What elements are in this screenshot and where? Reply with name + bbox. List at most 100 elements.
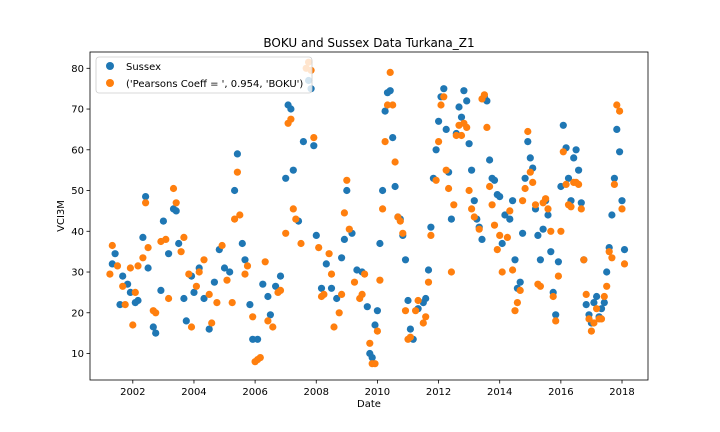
point-series-1-24 [195,268,203,276]
point-series-1-133 [536,282,545,290]
point-series-1-22 [187,323,196,331]
x-tick-label-6: 2014 [487,387,512,398]
point-series-0-22 [190,288,198,296]
point-series-1-115 [488,201,496,209]
point-series-1-63 [338,290,346,298]
point-series-0-101 [470,197,478,205]
point-series-0-66 [373,307,381,315]
point-series-0-147 [590,299,598,307]
point-series-1-114 [486,182,494,191]
point-series-1-102 [452,131,460,140]
point-series-0-78 [404,296,412,305]
point-series-0-36 [254,335,262,343]
point-series-0-83 [422,294,430,303]
point-series-0-39 [266,311,274,319]
point-series-1-34 [236,211,244,219]
point-series-1-127 [521,184,529,193]
point-series-1-18 [172,199,180,207]
point-series-0-133 [554,258,563,266]
point-series-1-112 [480,91,488,99]
point-series-1-58 [320,290,328,298]
point-series-1-64 [340,209,348,217]
point-series-0-19 [180,294,188,303]
point-series-0-25 [205,325,213,333]
point-series-1-75 [376,276,384,284]
point-series-1-83 [396,217,404,225]
point-series-1-160 [605,248,613,256]
point-series-1-74 [373,327,381,335]
point-series-1-20 [180,233,188,241]
point-series-0-73 [391,182,399,191]
plot-area-frame [89,51,649,381]
point-series-1-159 [603,282,611,290]
point-series-1-70 [361,270,369,278]
point-series-1-152 [585,315,593,323]
point-series-0-47 [299,138,307,146]
point-series-1-118 [496,231,504,239]
point-series-1-97 [440,93,448,101]
point-series-0-135 [559,121,567,129]
point-series-0-114 [506,215,514,223]
point-series-1-19 [177,248,185,256]
point-series-1-71 [366,339,374,347]
point-series-0-137 [564,174,573,182]
point-series-0-55 [333,294,341,303]
point-series-1-108 [468,205,476,213]
legend-label-sussex: Sussex [126,62,161,73]
point-series-0-112 [498,239,506,248]
y-tick-label-3: 40 [71,227,84,238]
y-axis-label: VCI3M [56,200,67,232]
point-series-1-153 [587,327,596,335]
y-tick-label-7: 80 [71,64,84,75]
point-series-0-33 [241,256,249,264]
point-series-1-23 [192,282,200,290]
point-series-1-120 [503,233,511,241]
point-series-0-91 [442,125,450,133]
point-series-0-7 [134,296,142,305]
point-series-1-141 [557,227,565,235]
x-tick-label-4: 2010 [365,387,390,398]
point-series-0-154 [608,211,616,219]
point-series-0-98 [463,97,471,105]
point-series-1-140 [554,272,563,280]
point-series-1-129 [526,168,534,176]
point-series-0-69 [381,107,389,115]
point-series-1-26 [205,290,213,298]
point-series-0-40 [272,282,280,290]
point-series-0-32 [238,239,246,248]
point-series-0-50 [310,142,318,150]
point-series-1-165 [618,205,626,213]
point-series-0-144 [582,301,590,309]
point-series-1-60 [327,270,336,278]
point-series-1-95 [435,138,443,146]
point-series-1-4 [121,301,129,309]
point-series-0-8 [139,233,147,241]
point-series-1-46 [282,229,290,237]
point-series-1-164 [616,107,624,115]
point-series-0-44 [287,105,295,113]
point-series-0-53 [322,260,330,268]
point-series-1-31 [228,299,236,307]
point-series-1-79 [386,68,394,76]
point-series-1-124 [513,299,522,307]
point-series-0-51 [312,231,320,239]
point-series-1-10 [142,199,150,207]
point-series-1-139 [552,317,560,325]
point-series-1-148 [575,180,583,188]
point-series-1-2 [113,262,122,270]
point-series-1-109 [470,213,478,221]
y-tick-label-4: 50 [71,186,84,197]
point-series-1-21 [185,270,193,278]
point-series-1-81 [391,158,399,166]
point-series-1-101 [450,201,458,209]
point-series-1-15 [162,235,170,243]
point-series-0-84 [424,266,433,274]
point-series-1-89 [414,296,422,305]
x-axis-label: Date [357,399,381,410]
legend-marker-boku [106,79,114,87]
point-series-0-88 [435,117,443,125]
point-series-0-31 [233,150,241,158]
point-series-1-32 [231,215,239,223]
point-series-0-45 [289,166,297,174]
